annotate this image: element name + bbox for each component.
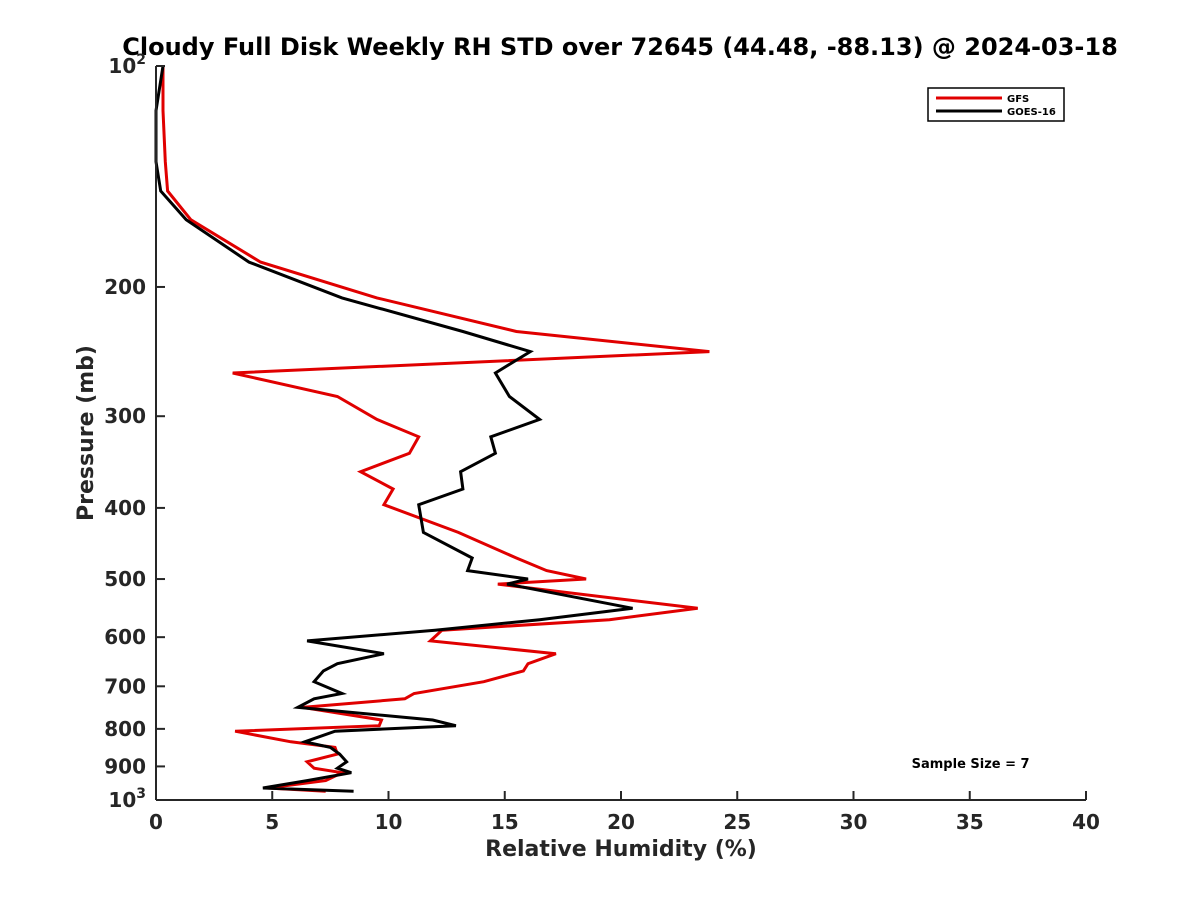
y-axis-ticks: 102 200 300 400 500 600 700 800 900 103	[104, 52, 165, 812]
x-tick-label: 25	[723, 810, 751, 834]
y-tick-label: 700	[104, 674, 146, 698]
plot-area	[156, 66, 1086, 800]
y-tick-label: 300	[104, 404, 146, 428]
series-layer	[154, 65, 710, 793]
y-axis-title: Pressure (mb)	[74, 345, 99, 521]
y-tick-label: 800	[104, 717, 146, 741]
legend-label-gfs: GFS	[1007, 94, 1029, 105]
y-tick-label: 200	[104, 275, 146, 299]
y-tick-label: 102	[108, 52, 146, 78]
y-tick-label: 400	[104, 496, 146, 520]
x-axis-title: Relative Humidity (%)	[485, 837, 757, 862]
x-tick-label: 30	[840, 810, 868, 834]
sample-size-annotation: Sample Size = 7	[912, 757, 1030, 772]
x-tick-label: 15	[491, 810, 519, 834]
legend-label-goes16: GOES-16	[1007, 107, 1056, 118]
x-axis-ticks: 0 5 10 15 20 25 30 35 40	[149, 791, 1100, 834]
y-tick-label: 103	[108, 786, 146, 812]
x-tick-label: 10	[375, 810, 403, 834]
x-tick-label: 20	[607, 810, 635, 834]
x-tick-label: 35	[956, 810, 984, 834]
x-tick-label: 40	[1072, 810, 1100, 834]
y-tick-label: 600	[104, 625, 146, 649]
x-tick-label: 0	[149, 810, 163, 834]
y-tick-label: 500	[104, 567, 146, 591]
series-line-goes16	[154, 65, 633, 793]
x-tick-label: 5	[265, 810, 279, 834]
y-tick-label: 900	[104, 754, 146, 778]
chart-title: Cloudy Full Disk Weekly RH STD over 7264…	[122, 33, 1118, 61]
legend-box	[927, 87, 1065, 122]
legend: GFS GOES-16	[927, 87, 1065, 122]
